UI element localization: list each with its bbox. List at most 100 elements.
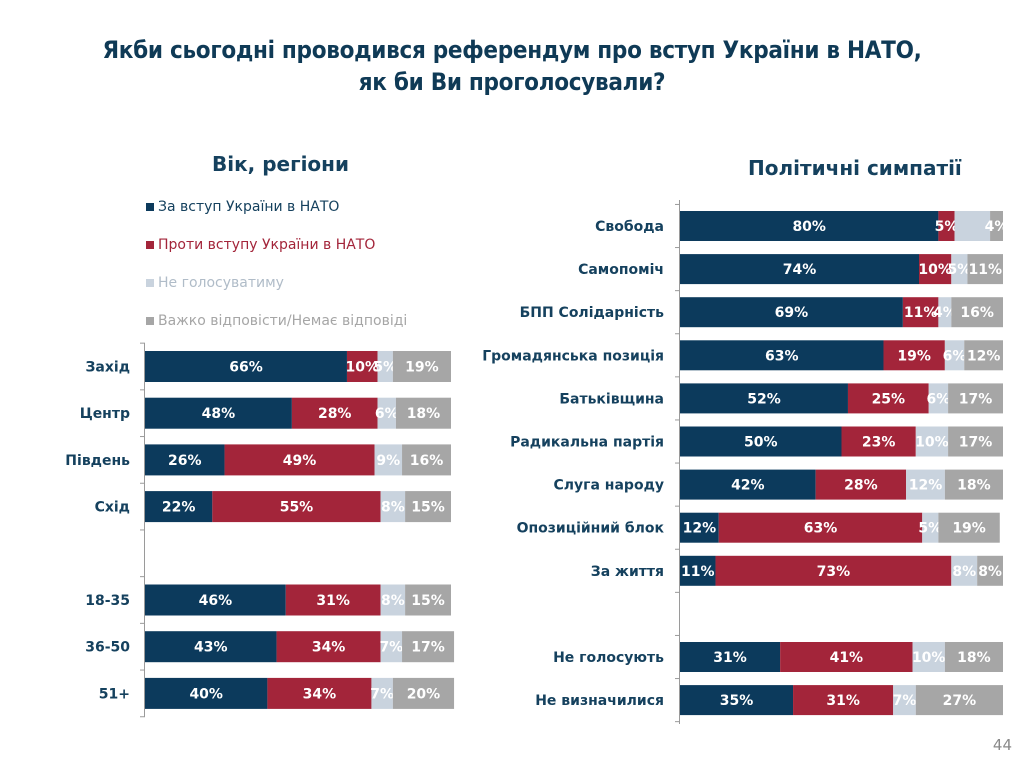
hard-to-say-segment [915,685,1003,716]
data-label: 52% [747,391,781,407]
for-segment [145,631,277,663]
category-label: Самопоміч [578,262,664,278]
hard-to-say-segment [405,491,451,523]
against-segment [847,383,929,414]
data-label: 35% [720,693,754,709]
wont-vote-segment [906,469,945,500]
data-label: 17% [959,391,993,407]
legend-swatch-against [146,240,154,249]
category-label: Південь [65,453,130,469]
for-segment [680,512,719,543]
data-label: 41% [830,650,864,666]
data-label: 15% [411,500,445,516]
data-label: 5% [948,262,972,278]
hard-to-say-segment [405,584,451,616]
wont-vote-segment [928,383,949,414]
legend-item-wont-vote: Не голосуватиму [146,270,407,295]
wont-vote-segment [380,631,403,663]
data-label: 27% [943,693,977,709]
category-label: 36-50 [85,640,130,656]
for-segment [680,642,781,672]
wont-vote-segment [922,512,939,543]
against-segment [715,555,952,586]
hard-to-say-segment [938,512,1000,543]
for-segment [680,469,816,500]
data-label: 23% [862,435,896,451]
data-label: 18% [957,478,991,494]
for-segment [680,555,716,586]
for-segment [680,211,939,241]
data-label: 10% [915,435,949,451]
category-label: Опозиційний блок [517,521,665,537]
data-label: 31% [316,593,350,609]
data-label: 4% [933,305,957,321]
against-segment [793,685,894,716]
category-label: Батьківщина [559,391,664,407]
category-label: Громадянська позиція [482,348,664,364]
wont-vote-segment [380,584,406,616]
hard-to-say-segment [402,444,451,476]
wont-vote-segment [374,444,403,476]
hard-to-say-segment [990,211,1003,241]
against-segment [224,444,375,476]
wont-vote-segment [912,642,945,672]
hard-to-say-segment [948,426,1003,457]
for-segment [145,444,225,476]
data-label: 8% [978,564,1002,580]
for-segment [680,297,903,328]
category-label: 18-35 [85,593,130,609]
wont-vote-segment [380,491,406,523]
hard-to-say-segment [944,469,1003,500]
data-label: 16% [410,453,444,469]
data-label: 28% [318,406,352,422]
data-label: 8% [952,564,976,580]
data-label: 12% [967,348,1001,364]
data-label: 7% [370,686,394,702]
data-label: 5% [918,521,942,537]
data-label: 11% [968,262,1002,278]
against-segment [902,297,939,328]
wont-vote-segment [377,351,393,382]
data-label: 63% [765,348,799,364]
for-segment [145,397,292,429]
legend-swatch-for [146,202,154,211]
chart-title-age-regions: Вік, регіони [212,152,349,176]
category-label: Не визначилися [535,693,664,709]
wont-vote-segment [944,340,965,371]
data-label: 20% [407,686,441,702]
against-segment [276,631,381,663]
data-label: 50% [744,435,778,451]
hard-to-say-segment [948,383,1003,414]
data-label: 42% [731,478,765,494]
data-label: 43% [194,640,228,656]
data-label: 34% [312,640,346,656]
wont-vote-segment [371,677,393,709]
data-label: 12% [909,478,943,494]
legend-label-wont-vote: Не голосуватиму [158,274,284,291]
data-label: 19% [897,348,931,364]
category-label: Слуга народу [554,478,664,494]
data-label: 10% [918,262,952,278]
data-label: 46% [199,593,233,609]
for-segment [680,383,848,414]
data-label: 11% [904,305,938,321]
hard-to-say-segment [392,351,451,382]
data-label: 34% [303,686,337,702]
hard-to-say-segment [402,631,455,663]
legend-item-hard-to-say: Важко відповісти/Немає відповіді [146,308,407,333]
wont-vote-segment [377,397,396,429]
data-label: 28% [844,478,878,494]
against-segment [291,397,378,429]
wont-vote-segment [938,297,952,328]
data-label: 49% [283,453,317,469]
for-segment [145,584,286,616]
data-label: 12% [683,521,717,537]
hard-to-say-segment [964,340,1003,371]
hard-to-say-segment [967,254,1003,285]
title-line-2: як би Ви проголосували? [358,68,666,96]
data-label: 8% [381,500,405,516]
category-label: 51+ [99,686,130,702]
category-label: За життя [591,564,664,580]
against-segment [212,491,381,523]
data-label: 8% [381,593,405,609]
